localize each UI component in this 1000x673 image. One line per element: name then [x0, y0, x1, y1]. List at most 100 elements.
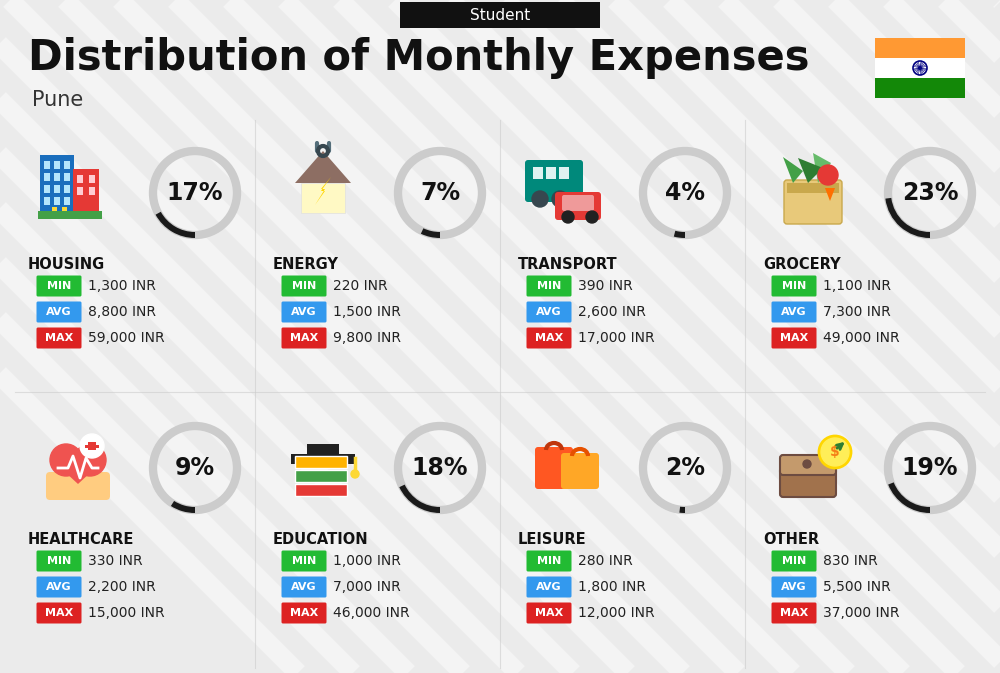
FancyBboxPatch shape: [36, 577, 82, 598]
Text: 220 INR: 220 INR: [333, 279, 388, 293]
Text: MIN: MIN: [292, 556, 316, 566]
Text: 59,000 INR: 59,000 INR: [88, 331, 165, 345]
FancyBboxPatch shape: [89, 187, 95, 195]
FancyBboxPatch shape: [40, 155, 74, 211]
FancyBboxPatch shape: [54, 185, 60, 193]
FancyBboxPatch shape: [38, 211, 102, 219]
Text: 2,600 INR: 2,600 INR: [578, 305, 646, 319]
Text: 280 INR: 280 INR: [578, 554, 633, 568]
FancyBboxPatch shape: [526, 302, 572, 322]
Text: MAX: MAX: [290, 608, 318, 618]
FancyBboxPatch shape: [46, 472, 110, 500]
Text: 18%: 18%: [412, 456, 468, 480]
Text: 390 INR: 390 INR: [578, 279, 633, 293]
FancyBboxPatch shape: [64, 173, 70, 181]
Text: 5,500 INR: 5,500 INR: [823, 580, 891, 594]
Text: HEALTHCARE: HEALTHCARE: [28, 532, 134, 547]
Text: MIN: MIN: [47, 556, 71, 566]
Text: 1,000 INR: 1,000 INR: [333, 554, 401, 568]
Text: 15,000 INR: 15,000 INR: [88, 606, 165, 620]
Text: AVG: AVG: [291, 582, 317, 592]
FancyBboxPatch shape: [64, 161, 70, 169]
Text: 23%: 23%: [902, 181, 958, 205]
Text: Pune: Pune: [32, 90, 83, 110]
FancyBboxPatch shape: [282, 302, 326, 322]
Text: ENERGY: ENERGY: [273, 257, 339, 272]
FancyBboxPatch shape: [44, 173, 50, 181]
Polygon shape: [52, 460, 104, 484]
Circle shape: [552, 191, 568, 207]
Text: 830 INR: 830 INR: [823, 554, 878, 568]
Text: LEISURE: LEISURE: [518, 532, 587, 547]
Text: 2,200 INR: 2,200 INR: [88, 580, 156, 594]
Circle shape: [919, 67, 921, 69]
Text: MAX: MAX: [45, 608, 73, 618]
FancyBboxPatch shape: [400, 2, 600, 28]
Wedge shape: [674, 231, 685, 238]
Polygon shape: [783, 157, 803, 183]
Text: 7%: 7%: [420, 181, 460, 205]
Text: AVG: AVG: [781, 307, 807, 317]
Polygon shape: [813, 153, 831, 183]
Text: 9%: 9%: [175, 456, 215, 480]
Text: MAX: MAX: [535, 333, 563, 343]
Text: AVG: AVG: [291, 307, 317, 317]
FancyBboxPatch shape: [282, 602, 326, 623]
Text: TRANSPORT: TRANSPORT: [518, 257, 618, 272]
Polygon shape: [315, 177, 331, 205]
Wedge shape: [885, 198, 930, 238]
FancyBboxPatch shape: [44, 161, 50, 169]
Text: OTHER: OTHER: [763, 532, 819, 547]
FancyBboxPatch shape: [89, 175, 95, 183]
FancyBboxPatch shape: [36, 551, 82, 571]
Text: 1,500 INR: 1,500 INR: [333, 305, 401, 319]
Circle shape: [819, 436, 851, 468]
FancyBboxPatch shape: [875, 78, 965, 98]
Text: 12,000 INR: 12,000 INR: [578, 606, 655, 620]
Circle shape: [50, 444, 82, 476]
Circle shape: [821, 438, 849, 466]
FancyBboxPatch shape: [780, 455, 836, 475]
FancyBboxPatch shape: [307, 444, 339, 456]
FancyBboxPatch shape: [772, 328, 816, 349]
Text: 7,000 INR: 7,000 INR: [333, 580, 401, 594]
FancyBboxPatch shape: [54, 197, 60, 205]
FancyBboxPatch shape: [295, 484, 347, 496]
FancyBboxPatch shape: [36, 602, 82, 623]
Text: Student: Student: [470, 7, 530, 22]
Text: 8,800 INR: 8,800 INR: [88, 305, 156, 319]
Circle shape: [532, 191, 548, 207]
Text: MAX: MAX: [780, 333, 808, 343]
Text: 1,300 INR: 1,300 INR: [88, 279, 156, 293]
FancyBboxPatch shape: [36, 302, 82, 322]
Text: MAX: MAX: [45, 333, 73, 343]
FancyBboxPatch shape: [282, 275, 326, 297]
Text: 17%: 17%: [167, 181, 223, 205]
Wedge shape: [399, 485, 440, 513]
FancyBboxPatch shape: [44, 185, 50, 193]
Circle shape: [351, 470, 359, 478]
FancyBboxPatch shape: [780, 467, 836, 497]
Circle shape: [562, 211, 574, 223]
Text: 1,800 INR: 1,800 INR: [578, 580, 646, 594]
FancyBboxPatch shape: [526, 551, 572, 571]
FancyBboxPatch shape: [875, 58, 965, 78]
Wedge shape: [171, 501, 195, 513]
Polygon shape: [798, 158, 823, 183]
FancyBboxPatch shape: [772, 275, 816, 297]
Text: 1,100 INR: 1,100 INR: [823, 279, 891, 293]
FancyBboxPatch shape: [772, 602, 816, 623]
FancyBboxPatch shape: [301, 183, 345, 213]
FancyBboxPatch shape: [52, 207, 57, 211]
Text: $: $: [830, 445, 840, 459]
Text: 46,000 INR: 46,000 INR: [333, 606, 410, 620]
FancyBboxPatch shape: [772, 551, 816, 571]
FancyBboxPatch shape: [85, 445, 99, 448]
Wedge shape: [888, 483, 930, 513]
Wedge shape: [156, 212, 195, 238]
FancyBboxPatch shape: [562, 195, 594, 211]
Circle shape: [803, 460, 811, 468]
FancyBboxPatch shape: [772, 577, 816, 598]
FancyBboxPatch shape: [282, 551, 326, 571]
Text: AVG: AVG: [536, 307, 562, 317]
